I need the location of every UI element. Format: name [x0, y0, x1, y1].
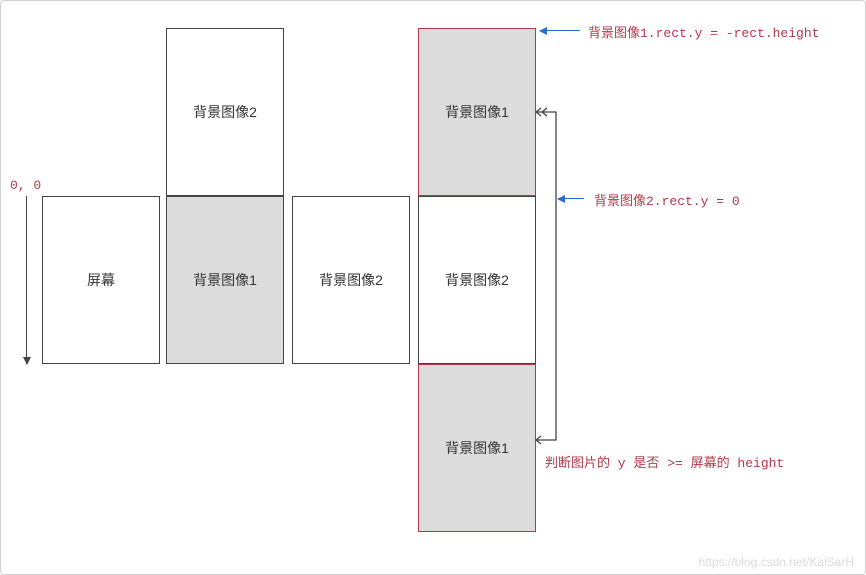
- arrow-mid: [558, 198, 584, 199]
- box-c4-mid: 背景图像2: [418, 196, 536, 364]
- annot-mid: 背景图像2.rect.y = 0: [594, 190, 740, 209]
- annot-bottom: 判断图片的 y 是否 >= 屏幕的 height: [545, 452, 784, 471]
- box-c2-bottom: 背景图像1: [166, 196, 284, 364]
- arrow-top: [540, 30, 580, 31]
- box-c4-mid-label: 背景图像2: [445, 270, 509, 290]
- box-c4-bottom: 背景图像1: [418, 364, 536, 532]
- box-c2-bottom-label: 背景图像1: [193, 270, 257, 290]
- box-screen-label: 屏幕: [87, 270, 115, 290]
- box-c2-top: 背景图像2: [166, 28, 284, 196]
- box-c3: 背景图像2: [292, 196, 410, 364]
- box-screen: 屏幕: [42, 196, 160, 364]
- box-c4-top: 背景图像1: [418, 28, 536, 196]
- origin-label: 0, 0: [10, 178, 41, 193]
- watermark: https://blog.csdn.net/KaiSarH: [699, 555, 854, 569]
- box-c2-top-label: 背景图像2: [193, 102, 257, 122]
- annot-top: 背景图像1.rect.y = -rect.height: [588, 22, 819, 41]
- box-c3-label: 背景图像2: [319, 270, 383, 290]
- box-c4-top-label: 背景图像1: [445, 102, 509, 122]
- box-c4-bottom-label: 背景图像1: [445, 438, 509, 458]
- origin-arrow: [26, 196, 27, 364]
